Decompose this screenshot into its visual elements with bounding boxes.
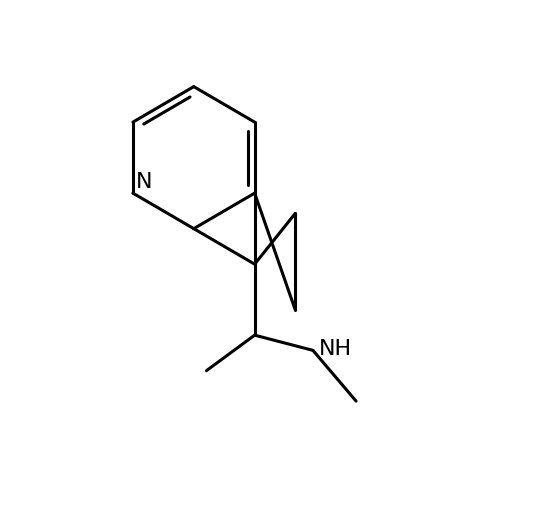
- Text: NH: NH: [319, 338, 352, 358]
- Text: N: N: [136, 171, 152, 191]
